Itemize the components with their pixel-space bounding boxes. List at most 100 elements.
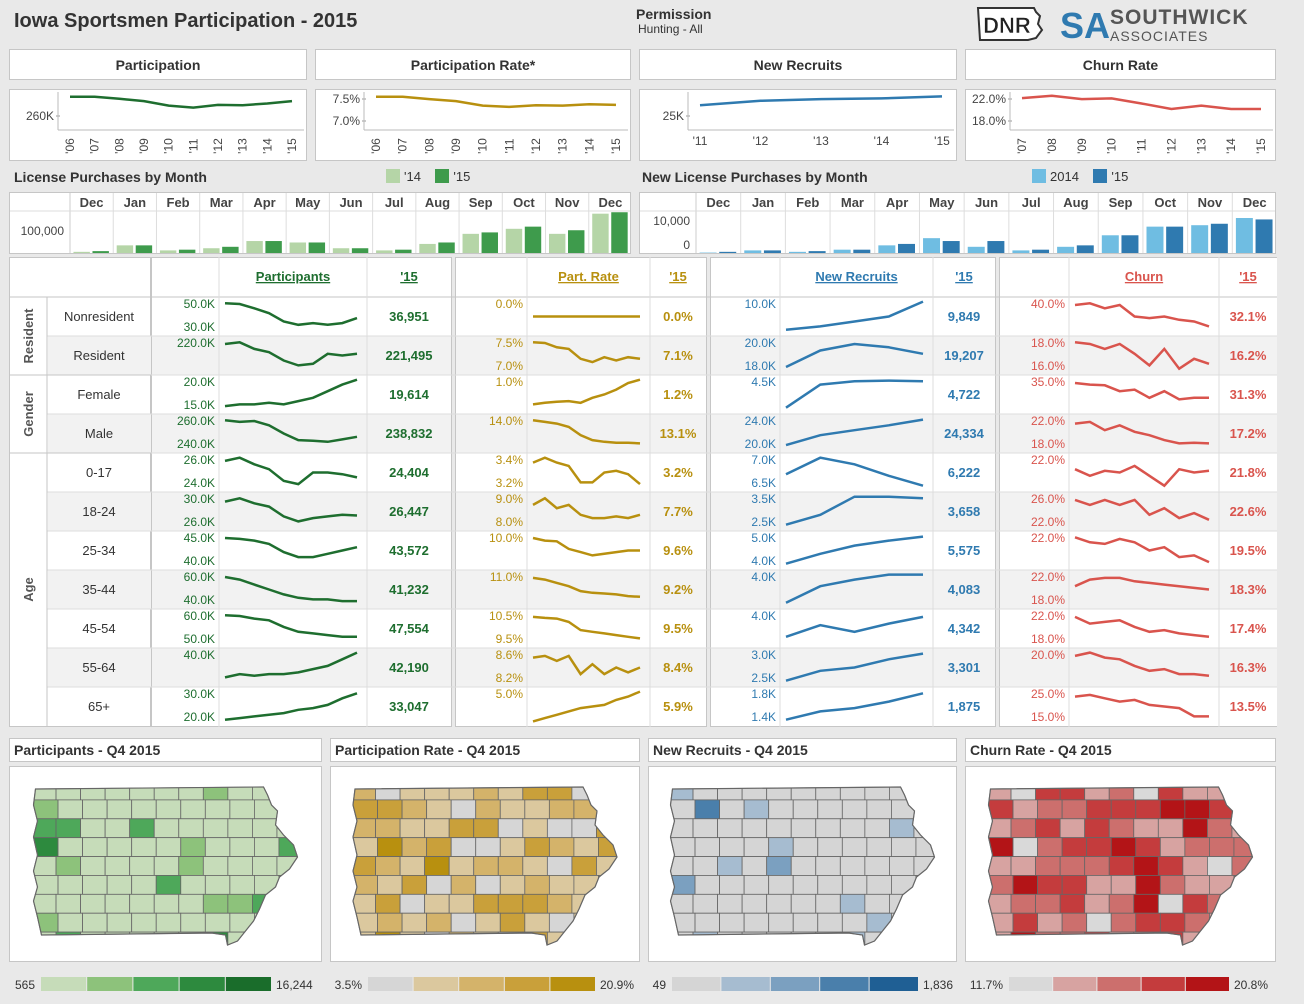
county-cell: [891, 837, 917, 857]
county-cell: [82, 912, 108, 933]
kpi-title: Churn Rate: [965, 49, 1276, 80]
row-tick-label: 22.0%: [1031, 570, 1065, 584]
county-cell: [229, 912, 255, 933]
county-cell: [815, 818, 841, 839]
month-label: Sep: [469, 195, 493, 210]
county-cell: [473, 787, 499, 801]
county-cell: [475, 837, 501, 857]
county-cell: [692, 818, 718, 839]
county-cell: [473, 856, 499, 876]
row-value: 8.4%: [663, 660, 693, 675]
county-cell: [719, 875, 745, 895]
row-sparkline: [785, 652, 924, 682]
county-cell: [841, 875, 868, 895]
county-cell: [377, 912, 403, 933]
x-tick-label: '12: [753, 134, 769, 148]
x-tick-label: '12: [529, 138, 543, 154]
bar-prev-year: [246, 241, 263, 253]
county-cell: [743, 799, 770, 820]
row-sparkline: [1074, 576, 1210, 591]
county-cell: [1012, 912, 1038, 933]
county-cell: [399, 856, 426, 876]
row-sparkline: [224, 302, 358, 327]
x-tick-label: '14: [582, 138, 596, 154]
row-tick-label: 50.0K: [184, 632, 215, 646]
bar-prev-year: [462, 233, 479, 253]
county-cell: [694, 912, 720, 933]
county-cell: [766, 893, 792, 914]
bar-prev-year: [1012, 250, 1030, 253]
county-cell: [1037, 837, 1063, 857]
month-label: Sep: [1109, 195, 1133, 210]
scale-swatch: [41, 977, 87, 991]
county-cell: [104, 818, 131, 839]
county-cell: [1207, 931, 1233, 945]
county-cell: [571, 856, 597, 876]
row-value: 4,722: [948, 387, 981, 402]
county-cell: [546, 818, 573, 839]
x-tick-label: '13: [813, 134, 829, 148]
row-value: 13.5%: [1230, 699, 1267, 714]
bar-current-year: [611, 212, 628, 253]
trend-line: [70, 95, 293, 109]
county-cell: [596, 818, 617, 839]
row-tick-label: 7.5%: [496, 336, 524, 350]
svg-text:SA: SA: [1060, 5, 1110, 44]
row-tick-label: 45.0K: [184, 531, 215, 545]
county-cell: [548, 875, 575, 895]
county-cell: [913, 818, 935, 839]
county-cell: [227, 787, 253, 801]
scale-swatch: [721, 977, 770, 991]
bar-current-year: [808, 251, 826, 253]
new-license-purchases-title: New License Purchases by Month: [642, 169, 868, 185]
row-tick-label: 30.0K: [184, 492, 215, 506]
month-label: Jul: [385, 195, 404, 210]
county-cell: [573, 912, 599, 933]
row-tick-label: 26.0K: [184, 453, 215, 467]
county-cell: [424, 893, 450, 914]
county-cell: [475, 875, 501, 895]
scale-swatch: [504, 977, 550, 991]
county-cell: [401, 875, 428, 895]
bar-prev-year: [505, 228, 523, 253]
x-tick-label: '07: [1015, 138, 1029, 154]
scale-swatch: [87, 977, 133, 991]
county-cell: [913, 931, 935, 945]
row-value: 13.1%: [660, 426, 697, 441]
county-cell: [1110, 837, 1137, 857]
row-tick-label: 3.0K: [751, 648, 776, 662]
county-cell: [278, 875, 298, 895]
bar-prev-year: [1191, 225, 1209, 253]
county-choropleth-map[interactable]: [9, 766, 322, 962]
row-tick-label: 4.0K: [751, 570, 776, 584]
group-label: Age: [21, 577, 36, 602]
bar-prev-year: [376, 250, 393, 253]
county-choropleth-map[interactable]: [965, 766, 1276, 962]
county-cell: [106, 875, 133, 895]
county-cell: [1035, 787, 1061, 801]
row-tick-label: 8.0%: [496, 515, 524, 529]
bar-prev-year: [744, 250, 762, 253]
county-cell: [889, 818, 915, 839]
county-cell: [278, 799, 298, 820]
scale-swatch: [459, 977, 504, 991]
county-cell: [817, 912, 843, 933]
scale-swatch: [179, 977, 225, 991]
county-cell: [57, 799, 83, 820]
bar-prev-year: [548, 233, 566, 253]
bar-current-year: [719, 251, 737, 253]
permission-filter[interactable]: Hunting - All: [638, 22, 703, 36]
x-tick-label: '07: [88, 138, 102, 154]
county-choropleth-map[interactable]: [648, 766, 957, 962]
county-cell: [55, 818, 81, 839]
bar-current-year: [222, 246, 239, 253]
county-choropleth-map[interactable]: [330, 766, 640, 962]
bar-prev-year: [878, 245, 896, 253]
row-tick-label: 8.2%: [496, 671, 524, 685]
scale-max-label: 16,244: [276, 978, 313, 992]
row-tick-label: 18.0%: [1031, 632, 1065, 646]
county-cell: [841, 912, 868, 933]
scale-swatch: [820, 977, 869, 991]
bar-current-year: [308, 242, 326, 253]
county-cell: [1135, 799, 1161, 820]
